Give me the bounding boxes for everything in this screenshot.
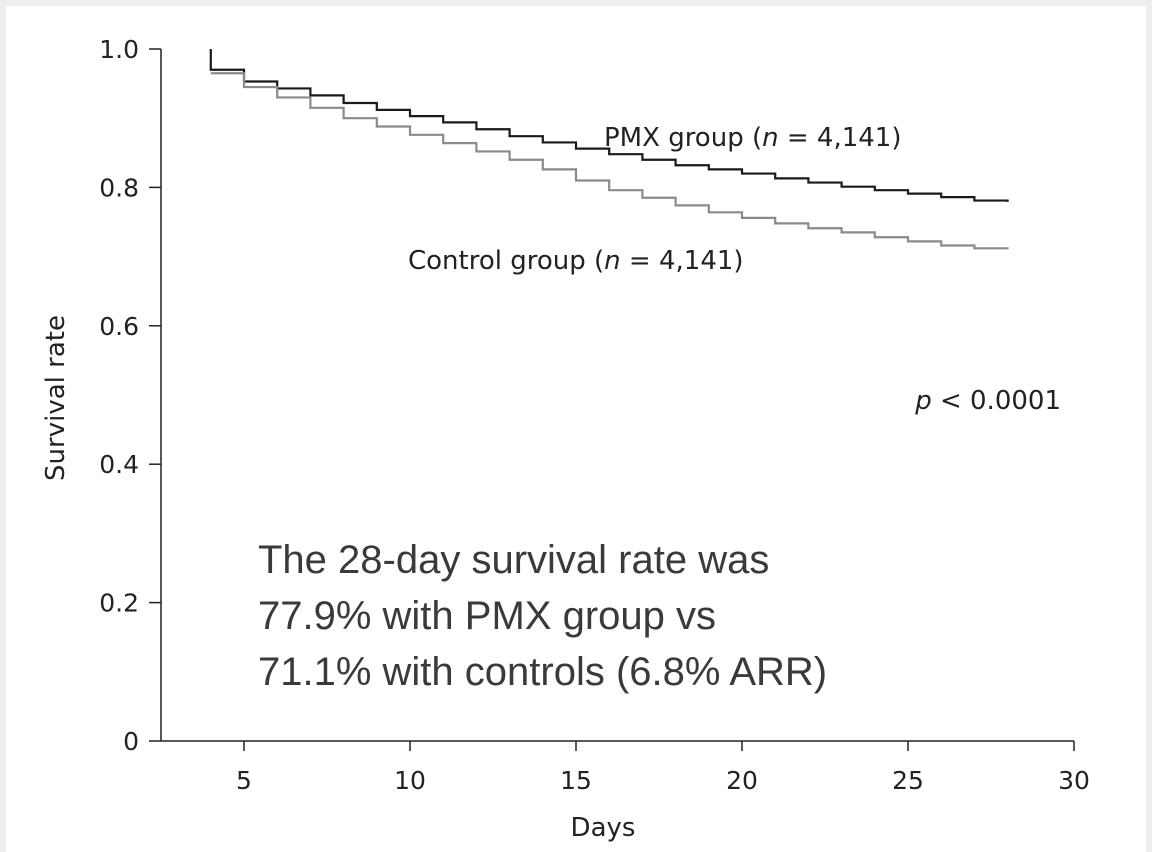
pmx-survival-curve <box>209 49 1009 202</box>
y-tick-label: 1.0 <box>99 35 139 64</box>
p-value-label: p < 0.0001 <box>914 386 1061 416</box>
survival-chart: 0 0.2 0.4 0.6 0.8 1.0 5 10 15 20 25 30 PMX group (n… <box>41 35 1090 843</box>
x-tick-label: 20 <box>726 766 758 795</box>
x-tick-label: 15 <box>560 766 592 795</box>
x-tick-label: 30 <box>1058 766 1090 795</box>
y-tick-label: 0.8 <box>99 173 139 202</box>
control-series-label: Control group (n = 4,141) <box>408 246 744 276</box>
x-tick-label: 10 <box>394 766 426 795</box>
chart-frame: 0 0.2 0.4 0.6 0.8 1.0 5 10 15 20 25 30 PMX group (n… <box>6 6 1146 852</box>
y-tick-label: 0.2 <box>99 589 139 618</box>
x-tick-label: 5 <box>236 766 252 795</box>
y-axis-title: Survival rate <box>41 315 71 481</box>
control-survival-curve <box>210 72 1009 250</box>
y-tick-label: 0 <box>123 727 139 756</box>
annotation-line-1: The 28-day survival rate was <box>258 538 769 582</box>
annotation-line-3: 71.1% with controls (6.8% ARR) <box>258 650 827 694</box>
y-tick-label: 0.6 <box>99 312 139 341</box>
x-tick-label: 25 <box>892 766 924 795</box>
x-axis-title: Days <box>571 813 636 843</box>
y-tick-label: 0.4 <box>99 450 139 479</box>
pmx-series-label: PMX group (n = 4,141) <box>604 123 901 153</box>
annotation-line-2: 77.9% with PMX group vs <box>258 594 716 638</box>
